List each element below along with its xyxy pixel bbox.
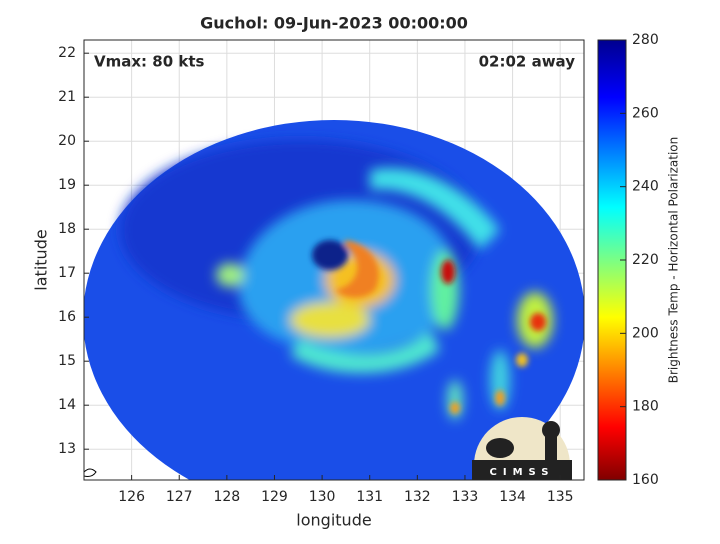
y-tick-label: 15	[58, 353, 76, 369]
annotation: 02:02 away	[479, 53, 576, 71]
x-tick-label: 134	[499, 489, 526, 505]
annotation: Vmax: 80 kts	[94, 53, 204, 71]
y-tick-label: 17	[58, 265, 76, 281]
y-tick-label: 22	[58, 45, 76, 61]
y-tick-label: 16	[58, 309, 76, 325]
colorbar-label: Brightness Temp - Horizontal Polarizatio…	[667, 137, 681, 384]
colorbar-tick-label: 180	[632, 399, 659, 415]
colorbar-tick-label: 240	[632, 179, 659, 195]
x-tick-label: 132	[404, 489, 431, 505]
x-tick-label: 131	[356, 489, 383, 505]
chart-title: Guchol: 09-Jun-2023 00:00:00	[200, 14, 468, 33]
y-tick-label: 13	[58, 441, 76, 457]
y-tick-label: 14	[58, 397, 76, 413]
x-tick-label: 129	[261, 489, 288, 505]
plot-frame	[83, 39, 585, 481]
x-tick-label: 126	[118, 489, 145, 505]
colorbar-tick-label: 160	[632, 472, 659, 488]
y-tick-label: 21	[58, 89, 76, 105]
x-axis-label: longitude	[296, 511, 371, 530]
colorbar-tick-label: 260	[632, 105, 659, 121]
x-tick-label: 127	[166, 489, 193, 505]
logo-text: CIMSS	[490, 467, 555, 478]
y-axis-label: latitude	[32, 229, 51, 290]
colorbar-tick-label: 280	[632, 32, 659, 48]
x-tick-label: 135	[547, 489, 574, 505]
y-tick-label: 20	[58, 133, 76, 149]
logo: CIMSS	[472, 417, 572, 480]
colorbar-tick-label: 200	[632, 325, 659, 341]
x-tick-label: 130	[309, 489, 336, 505]
satellite-image: CIMSS	[84, 120, 584, 480]
x-tick-label: 128	[213, 489, 240, 505]
x-tick-label: 133	[452, 489, 479, 505]
y-tick-label: 18	[58, 221, 76, 237]
colorbar-tick-label: 220	[632, 252, 659, 268]
y-tick-label: 19	[58, 177, 76, 193]
